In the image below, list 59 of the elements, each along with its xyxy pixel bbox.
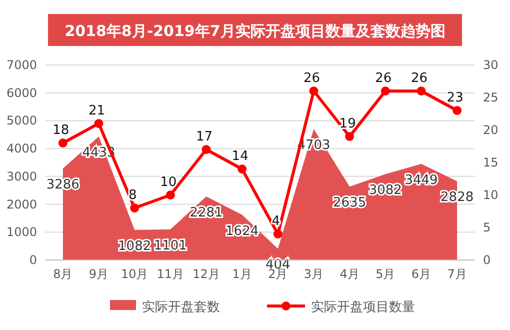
data-label: 4: [272, 214, 280, 229]
x-tick-label: 12月: [192, 267, 220, 281]
data-label: 1624: [226, 224, 259, 239]
data-label: 26: [303, 71, 320, 86]
y2-tick-label: 5: [483, 220, 491, 234]
x-tick-label: 7月: [447, 267, 467, 281]
y2-tick-label: 10: [483, 188, 498, 202]
point: [202, 145, 211, 154]
point: [58, 138, 68, 148]
legend-label: 实际开盘项目数量: [311, 300, 415, 315]
data-label: 2281: [190, 205, 223, 220]
point: [166, 190, 175, 200]
x-tick-label: 1月: [232, 267, 252, 281]
chart-title: 2018年8月-2019年7月实际开盘项目数量及套数趋势图: [64, 22, 446, 40]
data-label: 3082: [368, 183, 402, 198]
point: [380, 86, 390, 96]
y2-tick-label: 0: [483, 253, 491, 267]
y2-tick-label: 25: [483, 90, 498, 104]
data-label: 1082: [118, 238, 152, 254]
y-tick-label: 7000: [6, 58, 37, 72]
y-tick-label: 4000: [6, 142, 37, 156]
data-label: 21: [88, 104, 106, 118]
data-label: 18: [52, 123, 70, 138]
point: [273, 230, 282, 238]
x-tick-label: 9月: [88, 267, 109, 281]
data-label: 19: [339, 116, 356, 132]
y2-tick-label: 20: [483, 123, 498, 137]
y2-tick-label: 15: [483, 156, 498, 170]
legend-label: 实际开盘套数: [142, 300, 220, 315]
data-label: 1101: [154, 238, 187, 254]
x-tick-label: 3月: [304, 267, 324, 281]
x-tick-label: 8月: [53, 267, 73, 281]
point: [345, 132, 354, 141]
x-tick-label: 11月: [156, 267, 184, 281]
data-label: 10: [160, 175, 177, 190]
data-label: 26: [410, 71, 428, 86]
data-label: 26: [375, 71, 392, 86]
data-label: 17: [196, 130, 213, 144]
y-tick-label: 3000: [6, 169, 37, 184]
y-tick-label: 5000: [6, 114, 37, 128]
y-tick-label: 6000: [6, 86, 37, 100]
x-tick-label: 4月: [340, 267, 360, 281]
point: [309, 86, 318, 96]
y-tick-label: 2000: [6, 197, 37, 212]
data-label: 23: [446, 90, 464, 106]
point: [130, 204, 140, 212]
data-label: 3449: [404, 172, 438, 188]
data-label: 2635: [333, 196, 366, 211]
point: [238, 164, 247, 174]
point: [416, 86, 426, 96]
point: [452, 106, 462, 115]
data-label: 14: [232, 149, 248, 164]
x-tick-label: 5月: [376, 267, 396, 281]
x-tick-label: 6月: [411, 267, 432, 281]
y-tick-label: 0: [29, 253, 37, 267]
y-tick-label: 1000: [6, 225, 37, 240]
point: [94, 119, 104, 128]
x-tick-label: 10月: [120, 267, 148, 281]
y2-tick-label: 30: [483, 58, 498, 72]
